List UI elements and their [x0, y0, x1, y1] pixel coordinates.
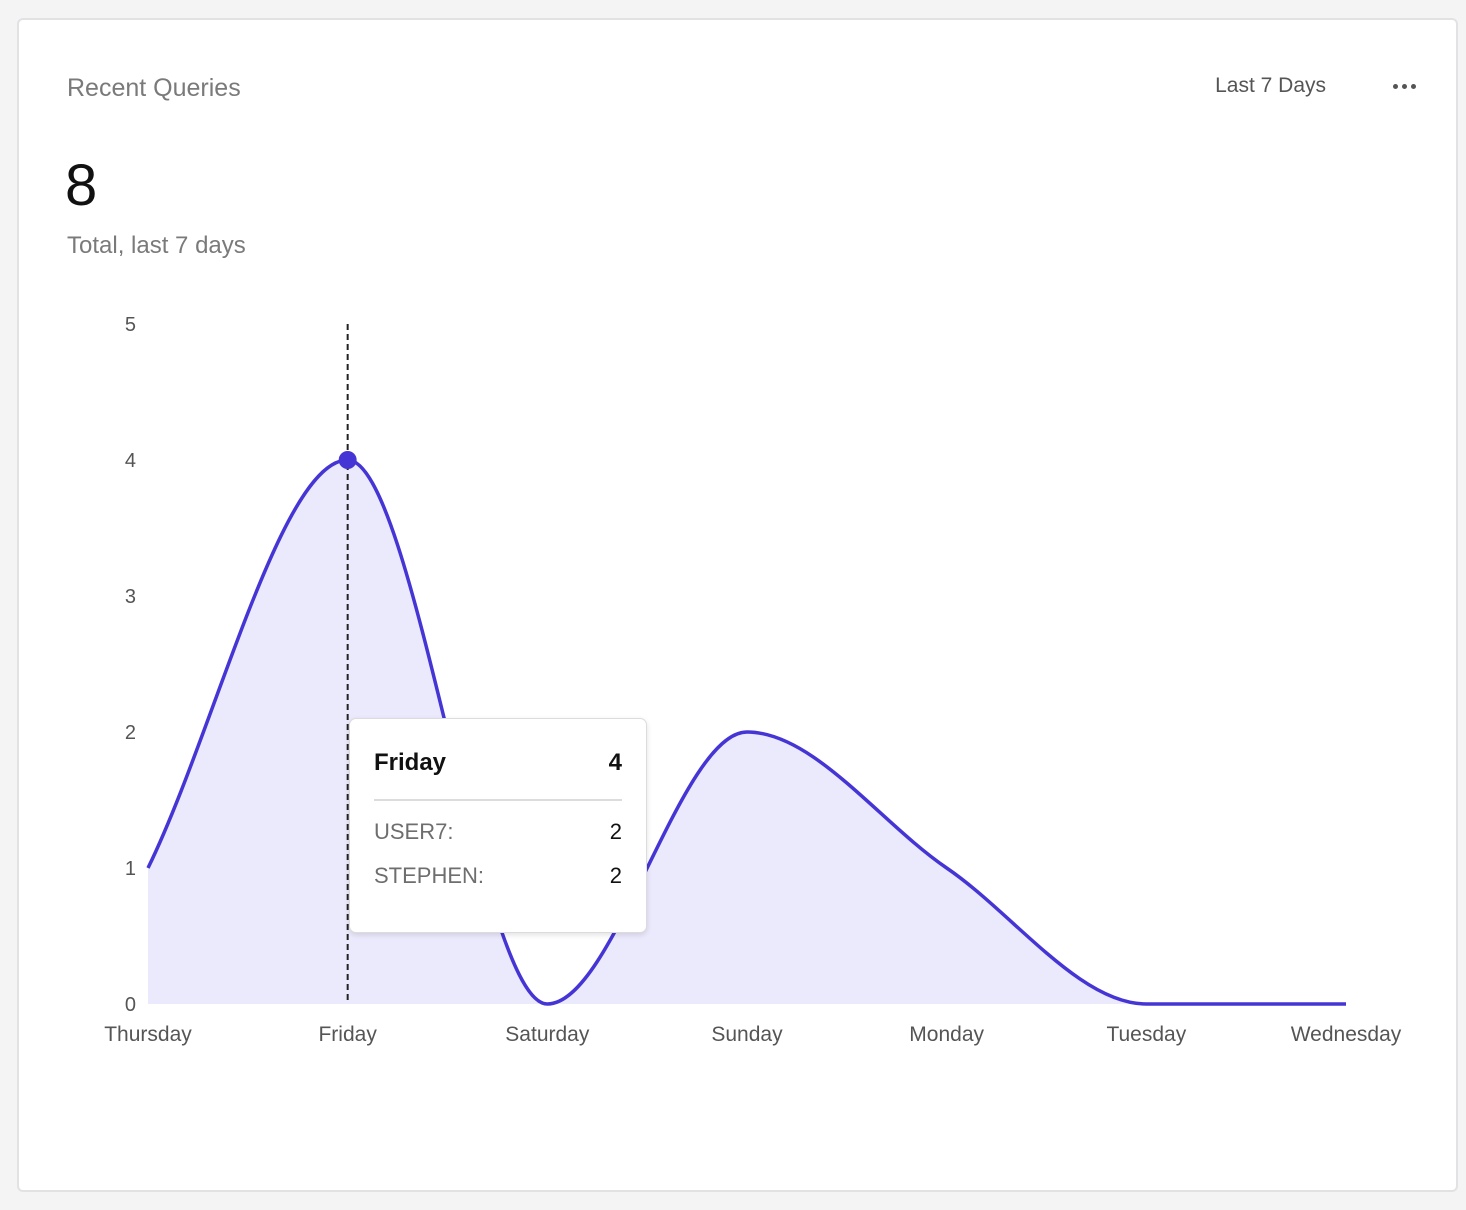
- y-tick-label: 5: [125, 314, 136, 336]
- x-tick-label: Saturday: [505, 1023, 590, 1046]
- x-tick-label: Thursday: [104, 1023, 192, 1046]
- tooltip-divider: [374, 799, 622, 801]
- data-point: [338, 451, 357, 469]
- more-options-icon[interactable]: [1389, 76, 1420, 97]
- tooltip-total: 4: [608, 749, 622, 776]
- tooltip-row: USER7: 2: [374, 819, 622, 845]
- y-tick-label: 4: [125, 450, 136, 472]
- tooltip-row-name: USER7:: [374, 819, 454, 844]
- tooltip-row-value: 2: [609, 819, 622, 844]
- y-tick-label: 1: [125, 858, 136, 880]
- x-tick-label: Wednesday: [1291, 1023, 1402, 1046]
- x-tick-label: Monday: [909, 1023, 984, 1046]
- x-tick-label: Sunday: [711, 1023, 783, 1046]
- tooltip-row-value: 2: [609, 863, 622, 888]
- y-tick-label: 0: [125, 994, 136, 1016]
- tooltip-row: STEPHEN: 2: [374, 863, 622, 889]
- date-range-selector[interactable]: Last 7 Days: [1215, 74, 1326, 97]
- card-title: Recent Queries: [67, 74, 241, 102]
- y-tick-label: 3: [125, 586, 136, 608]
- total-label: Total, last 7 days: [67, 232, 246, 259]
- total-value: 8: [65, 153, 98, 218]
- x-tick-label: Tuesday: [1106, 1023, 1186, 1046]
- series-line: [146, 458, 1346, 1006]
- tooltip-day: Friday: [374, 749, 447, 776]
- y-tick-label: 2: [125, 722, 136, 744]
- tooltip-row-name: STEPHEN:: [374, 863, 485, 888]
- chart-tooltip: Friday 4 USER7: 2 STEPHEN: 2: [349, 718, 647, 933]
- x-tick-label: Friday: [318, 1023, 377, 1046]
